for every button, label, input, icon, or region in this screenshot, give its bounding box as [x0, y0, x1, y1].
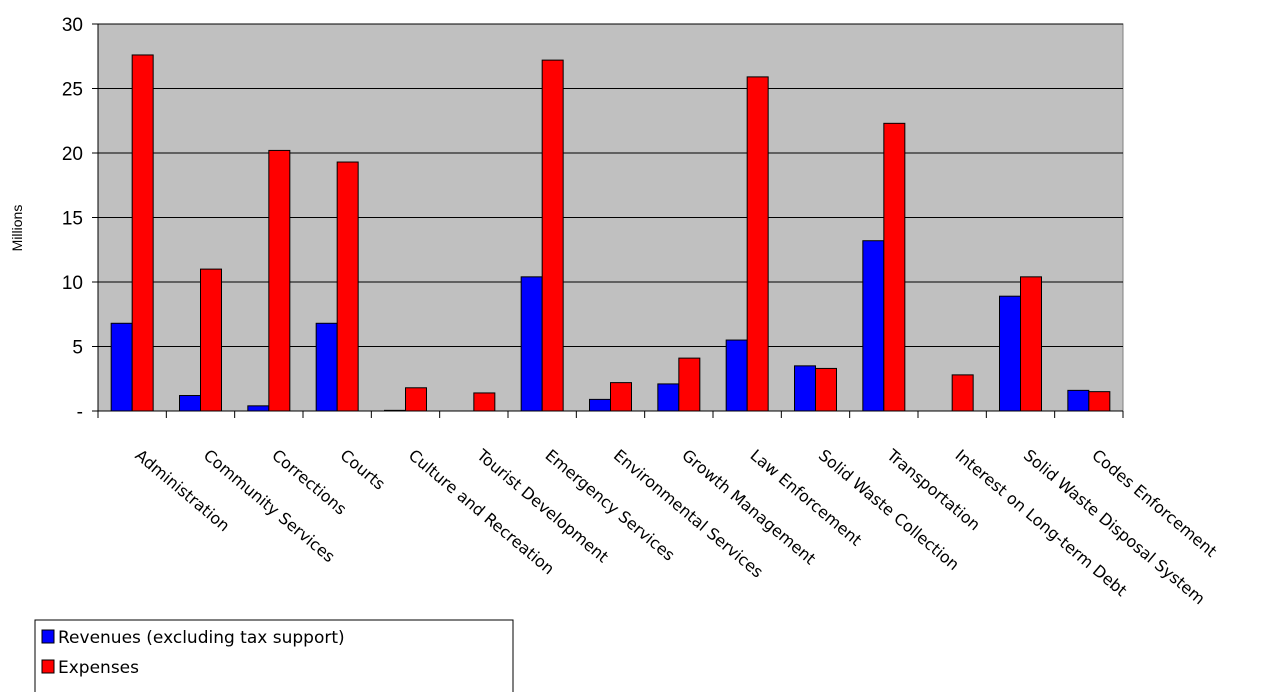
revenue-bar-solid-waste-disposal-system: [999, 295, 1021, 412]
expense-bar-courts: [336, 161, 359, 412]
x-tick-label: Law Enforcement: [747, 446, 866, 550]
y-tick-labels: - 5 10 15 20 25 30: [62, 15, 83, 423]
axes: [97, 24, 1124, 418]
bars: [110, 54, 1111, 412]
x-tick-label: Courts: [337, 446, 389, 494]
legend-swatch: [41, 629, 55, 644]
legend-swatch: [41, 659, 55, 674]
revenue-bar-solid-waste-collection: [794, 365, 816, 412]
x-tick-label: Codes Enforcement: [1088, 446, 1220, 561]
legend-box: [34, 619, 514, 692]
legend-label: Expenses: [58, 658, 139, 678]
revenue-bar-growth-management: [657, 383, 680, 412]
expense-bar-emergency-services: [541, 59, 564, 412]
y-tick-label: 10: [62, 273, 83, 294]
expense-bar-community-services: [200, 268, 222, 412]
revenue-bar-transportation: [862, 240, 885, 412]
revenue-bar-administration: [110, 322, 133, 412]
y-tick-label: 20: [62, 144, 83, 165]
expense-bar-solid-waste-collection: [815, 367, 837, 412]
y-tick-label: 30: [62, 15, 83, 36]
expense-bar-corrections: [268, 149, 291, 412]
revenue-bar-codes-enforcement: [1067, 389, 1090, 412]
x-tick-label: Community Services: [200, 446, 339, 567]
expense-bar-interest-on-long-term-debt: [951, 374, 974, 412]
y-tick-label: 15: [62, 209, 83, 230]
expense-bar-tourist-development: [473, 392, 496, 412]
y-tick-label: 25: [62, 80, 83, 101]
revenue-bar-corrections: [247, 405, 270, 412]
revenue-bar-courts: [315, 322, 338, 412]
revenue-bar-environmental-services: [589, 398, 611, 412]
revenue-bar-community-services: [179, 395, 201, 412]
x-tick-label: Growth Management: [678, 446, 819, 569]
revenue-bar-emergency-services: [520, 276, 543, 412]
legend-label: Revenues (excluding tax support): [58, 628, 345, 648]
expense-bar-transportation: [883, 122, 906, 412]
legend: Revenues (excluding tax support) Expenses: [34, 619, 514, 692]
x-tick-label: Tourist Development: [472, 445, 612, 567]
y-tick-label: 5: [72, 338, 83, 359]
expense-bar-solid-waste-disposal-system: [1020, 276, 1042, 412]
expense-bar-environmental-services: [610, 382, 632, 412]
x-tick-label: Emergency Services: [542, 446, 679, 565]
expense-bar-law-enforcement: [746, 76, 769, 412]
y-tick-label: -: [77, 402, 83, 423]
expense-bar-growth-management: [678, 357, 701, 412]
expense-bar-codes-enforcement: [1088, 391, 1111, 412]
y-axis-title: Millions: [9, 205, 25, 252]
revenue-bar-law-enforcement: [725, 339, 748, 412]
expense-bar-administration: [131, 54, 154, 412]
expense-bar-culture-and-recreation: [405, 387, 427, 412]
